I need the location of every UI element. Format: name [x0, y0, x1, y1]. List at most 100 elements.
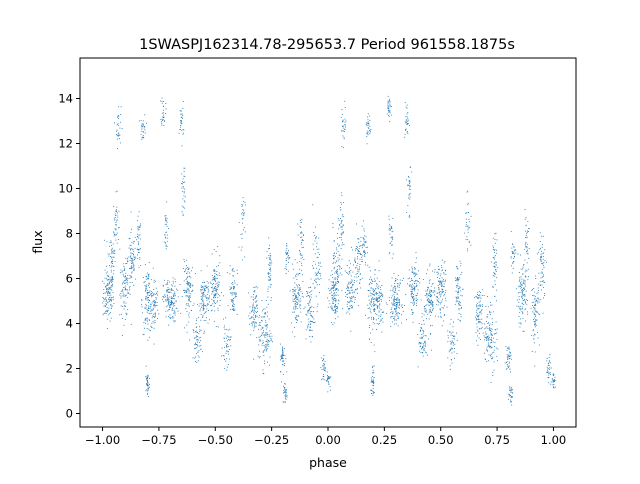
data-point	[338, 300, 340, 302]
data-point	[337, 282, 339, 284]
data-point	[366, 246, 368, 248]
data-point	[452, 342, 454, 344]
data-point	[373, 290, 375, 292]
data-point	[318, 248, 320, 250]
data-point	[269, 267, 271, 269]
data-point	[441, 277, 443, 279]
data-point	[312, 204, 314, 206]
data-point	[411, 314, 413, 315]
data-point	[335, 307, 337, 309]
data-point	[396, 279, 398, 280]
data-point	[361, 253, 363, 255]
data-point	[202, 308, 204, 310]
data-point	[115, 224, 117, 226]
data-point	[413, 298, 415, 300]
data-point	[322, 365, 324, 367]
data-point	[113, 273, 115, 275]
data-point	[116, 138, 118, 140]
data-point	[147, 392, 149, 394]
data-point	[163, 301, 165, 303]
data-point	[350, 269, 352, 271]
data-point	[169, 318, 171, 319]
data-point	[509, 394, 510, 396]
data-point	[207, 303, 209, 305]
data-point	[173, 295, 174, 297]
data-point	[314, 263, 316, 265]
data-point	[389, 227, 391, 229]
data-point	[205, 320, 207, 321]
data-point	[264, 316, 266, 318]
data-point	[409, 167, 411, 168]
data-point	[265, 341, 267, 343]
data-point	[486, 338, 488, 340]
data-point	[482, 304, 484, 306]
data-point	[153, 294, 154, 296]
data-point	[399, 282, 401, 284]
data-point	[392, 311, 394, 313]
data-point	[364, 235, 366, 237]
data-point	[268, 334, 270, 335]
data-point	[209, 281, 211, 283]
data-point	[145, 322, 147, 324]
data-point	[376, 277, 378, 279]
data-point	[283, 385, 284, 387]
data-point	[480, 311, 482, 313]
data-point	[262, 372, 264, 374]
data-point	[495, 347, 497, 349]
data-point	[129, 282, 131, 283]
data-point	[303, 296, 305, 298]
data-point	[394, 292, 396, 293]
data-point	[354, 257, 356, 259]
data-point	[528, 257, 530, 259]
data-point	[137, 249, 139, 251]
data-point	[532, 294, 534, 296]
data-point	[232, 300, 234, 302]
data-point	[329, 303, 331, 305]
data-point	[113, 249, 115, 251]
data-point	[269, 244, 271, 246]
data-point	[395, 310, 397, 312]
data-point	[368, 266, 370, 268]
data-point	[475, 318, 477, 320]
data-point	[146, 319, 148, 321]
data-point	[217, 265, 219, 266]
data-point	[182, 101, 184, 103]
data-point	[347, 272, 349, 274]
data-point	[182, 198, 184, 200]
data-point	[417, 280, 419, 282]
data-point	[117, 135, 119, 137]
data-point	[494, 242, 496, 244]
data-point	[297, 287, 299, 289]
data-point	[252, 306, 254, 308]
data-point	[395, 286, 396, 288]
data-point	[494, 295, 496, 297]
data-point	[521, 308, 523, 310]
data-point	[192, 357, 194, 359]
data-point	[534, 295, 536, 297]
data-point	[216, 282, 218, 284]
data-point	[495, 269, 497, 271]
data-point	[334, 299, 336, 301]
data-point	[207, 288, 209, 290]
data-point	[198, 305, 200, 307]
data-point	[160, 100, 162, 102]
data-point	[388, 218, 390, 220]
data-point	[287, 270, 289, 272]
data-point	[491, 334, 493, 336]
data-point	[281, 355, 283, 356]
data-point	[312, 320, 314, 322]
data-point	[115, 211, 117, 213]
data-point	[182, 181, 184, 183]
data-point	[145, 122, 147, 124]
data-point	[333, 285, 335, 287]
data-point	[291, 322, 292, 324]
data-point	[349, 307, 351, 309]
data-point	[293, 298, 295, 300]
data-point	[201, 289, 203, 291]
data-point	[214, 302, 216, 304]
data-point	[338, 276, 340, 278]
data-point	[293, 300, 295, 302]
data-point	[311, 329, 313, 331]
data-point	[131, 241, 133, 243]
data-point	[416, 300, 418, 302]
